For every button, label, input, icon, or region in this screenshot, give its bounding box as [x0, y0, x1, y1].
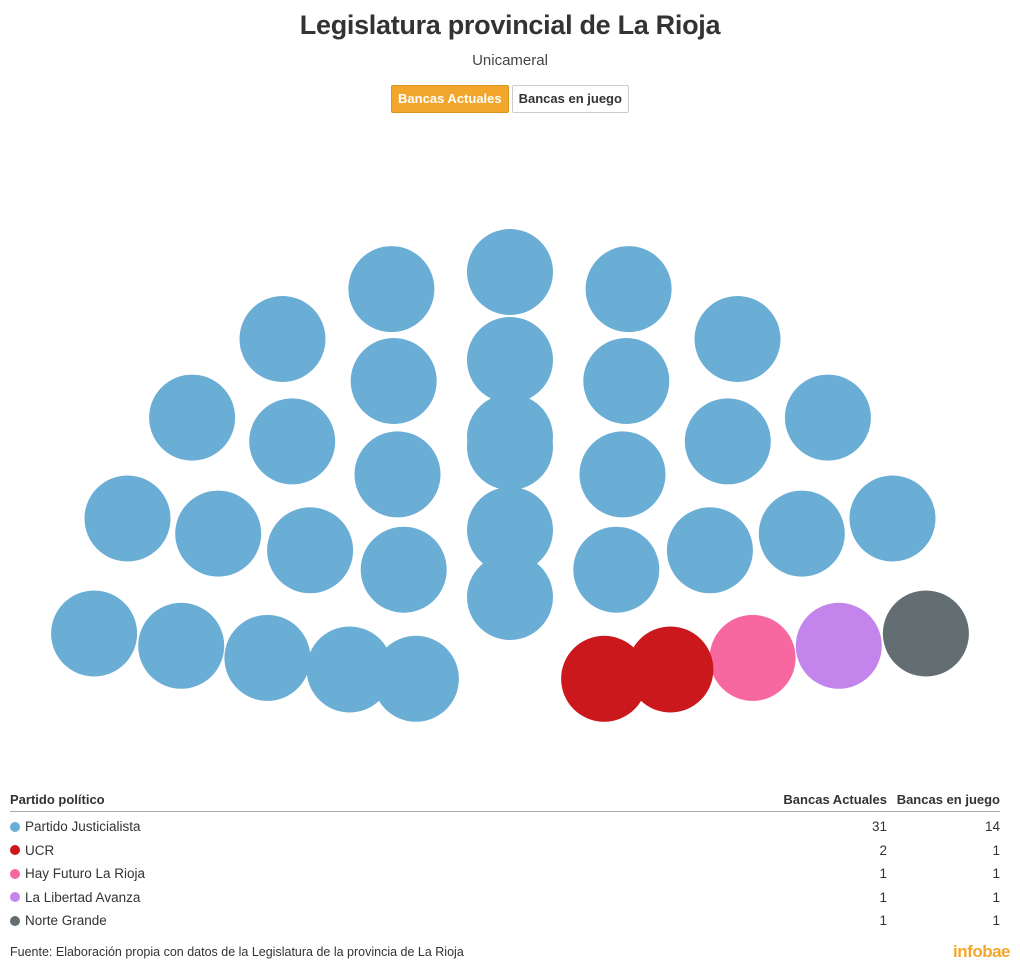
party-color-dot	[10, 915, 20, 926]
seat-circle[interactable]: Partido Justicialista	[149, 374, 236, 461]
seat-circle[interactable]: Partido Justicialista	[467, 554, 553, 640]
header-seats-at-stake: Bancas en juego	[896, 792, 1000, 807]
seat-circle[interactable]: Partido Justicialista	[239, 296, 326, 382]
party-name-cell: Partido Justicialista	[10, 815, 141, 839]
seat-circle[interactable]: Partido Justicialista	[348, 246, 435, 333]
party-color-dot	[10, 892, 20, 903]
seat-circle[interactable]: Partido Justicialista	[849, 475, 936, 562]
tab-bancas-en-juego[interactable]: Bancas en juego	[511, 85, 629, 113]
seats-at-stake-cell: 14	[984, 819, 1000, 834]
seats-at-stake-cell: 1	[992, 889, 1000, 905]
party-name-cell: Norte Grande	[10, 909, 107, 933]
seat-circle[interactable]: Partido Justicialista	[694, 296, 781, 382]
header-party: Partido político	[10, 792, 105, 807]
seat-circle[interactable]: Partido Justicialista	[579, 431, 666, 518]
seat-circle[interactable]: Partido Justicialista	[84, 475, 171, 562]
seat-circle[interactable]: Partido Justicialista	[306, 626, 393, 713]
seat-circle[interactable]: Partido Justicialista	[350, 338, 437, 424]
seat-circle[interactable]: Partido Justicialista	[684, 398, 771, 485]
current-seats-cell: 1	[879, 866, 887, 881]
seat-circle[interactable]: Partido Justicialista	[372, 635, 459, 722]
source-note: Fuente: Elaboración propia con datos de …	[10, 945, 464, 959]
seat-circle[interactable]: Partido Justicialista	[585, 246, 672, 333]
current-seats-cell: 1	[879, 913, 887, 928]
party-name-cell: Hay Futuro La Rioja	[10, 862, 145, 886]
party-name: Hay Futuro La Rioja	[25, 866, 146, 881]
party-name: Partido Justicialista	[25, 819, 141, 834]
party-name: La Libertad Avanza	[25, 889, 141, 905]
view-tabs: Bancas Actuales Bancas en juego	[0, 85, 1020, 113]
seat-circle[interactable]: Partido Justicialista	[467, 317, 553, 403]
party-color-dot	[10, 868, 20, 879]
seats-table: Partido político Bancas Actuales Bancas …	[10, 788, 1000, 933]
seat-circle[interactable]: Partido Justicialista	[467, 487, 553, 573]
seat-circle[interactable]: Partido Justicialista	[583, 338, 670, 424]
seat-circle[interactable]: Partido Justicialista	[360, 526, 447, 613]
seat-circle[interactable]: Partido Justicialista	[138, 602, 225, 689]
seat-circle[interactable]: Partido Justicialista	[175, 490, 262, 577]
table-header-row: Partido político Bancas Actuales Bancas …	[10, 788, 1000, 812]
seat-circle[interactable]: Partido Justicialista	[267, 507, 354, 594]
party-color-dot	[10, 821, 20, 832]
parliament-hemicycle-chart: Partido JusticialistaPartido Justicialis…	[51, 229, 969, 722]
party-name-cell: UCR	[10, 839, 54, 863]
current-seats-cell: 2	[879, 842, 887, 858]
seat-circle[interactable]: UCR	[627, 626, 714, 713]
party-color-dot	[10, 845, 20, 856]
seat-circle[interactable]: Partido Justicialista	[467, 229, 553, 315]
seat-circle[interactable]: Norte Grande	[882, 590, 969, 677]
seat-circle[interactable]: Partido Justicialista	[467, 404, 553, 490]
table-row: La Libertad Avanza 1 1	[10, 886, 1000, 910]
table-row: Partido Justicialista 31 14	[10, 815, 1000, 839]
table-row: UCR 2 1	[10, 839, 1000, 863]
seats-at-stake-cell: 1	[992, 866, 1000, 881]
party-name: UCR	[25, 842, 55, 858]
seat-circle[interactable]: Partido Justicialista	[354, 431, 441, 518]
seat-circle[interactable]: Partido Justicialista	[784, 374, 871, 461]
table-body: Partido Justicialista 31 14 UCR 2 1 Hay Futuro…	[10, 812, 1000, 933]
chart-title: Legislatura provincial de La Rioja	[299, 10, 721, 40]
seat-circle[interactable]: Partido Justicialista	[249, 398, 336, 485]
chart-subtitle: Unicameral	[472, 52, 548, 69]
seat-circle[interactable]: Partido Justicialista	[758, 490, 845, 577]
table-row: Norte Grande 1 1	[10, 909, 1000, 933]
infobae-logo: infobae	[953, 942, 1010, 961]
seats-at-stake-cell: 1	[992, 913, 1000, 928]
seat-circle[interactable]: Partido Justicialista	[666, 507, 753, 594]
current-seats-cell: 1	[879, 889, 887, 905]
party-name-cell: La Libertad Avanza	[10, 886, 140, 910]
seat-circle[interactable]: Partido Justicialista	[224, 614, 311, 701]
seats-at-stake-cell: 1	[992, 842, 1000, 858]
seat-circle[interactable]: La Libertad Avanza	[795, 602, 882, 689]
seat-circle[interactable]: UCR	[561, 635, 648, 722]
current-seats-cell: 31	[871, 819, 887, 834]
tab-bancas-actuales[interactable]: Bancas Actuales	[391, 85, 509, 113]
seat-circle[interactable]: Hay Futuro La Rioja	[709, 614, 796, 701]
seat-circle[interactable]: Partido Justicialista	[51, 590, 138, 677]
table-row: Hay Futuro La Rioja 1 1	[10, 862, 1000, 886]
header-current-seats: Bancas Actuales	[783, 792, 887, 807]
seat-circle[interactable]: Partido Justicialista	[573, 526, 660, 613]
party-name: Norte Grande	[25, 913, 107, 928]
